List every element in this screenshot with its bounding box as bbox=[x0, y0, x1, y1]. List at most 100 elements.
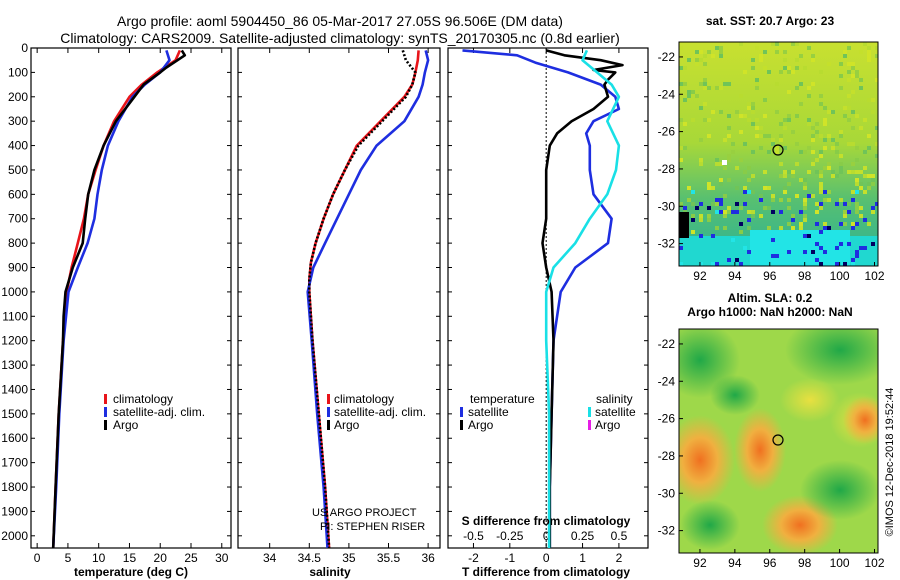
map-x-tick-label: 94 bbox=[728, 556, 742, 570]
depth-tick-label: 1900 bbox=[1, 504, 28, 518]
depth-tick-label: 1700 bbox=[1, 456, 28, 470]
map-x-tick-label: 98 bbox=[798, 556, 812, 570]
legend-label-argo: Argo bbox=[334, 418, 360, 432]
map-y-tick-label: -22 bbox=[658, 337, 676, 351]
x-tick-label: 34 bbox=[263, 551, 277, 565]
sst-map-title: sat. SST: 20.7 Argo: 23 bbox=[706, 14, 835, 28]
x-tick-label: 1 bbox=[579, 551, 586, 565]
legend-swatch-climatology bbox=[327, 394, 330, 404]
legend-swatch-t-satellite bbox=[460, 407, 463, 417]
s-difference-axis-label: S difference from climatology bbox=[462, 514, 631, 528]
map-y-tick-label: -30 bbox=[658, 199, 676, 213]
map-y-tick-label: -32 bbox=[658, 237, 676, 251]
depth-tick-label: 1200 bbox=[1, 334, 28, 348]
legend-swatch-climatology bbox=[104, 394, 107, 404]
legend-label-t-argo: Argo bbox=[468, 418, 494, 432]
map-y-tick-label: -28 bbox=[658, 162, 676, 176]
legend-swatch-argo bbox=[327, 420, 330, 430]
difference-legend-salinity: salinity satellite Argo bbox=[588, 392, 636, 432]
credit-project: US ARGO PROJECT bbox=[312, 507, 417, 519]
argo-location-marker bbox=[772, 144, 784, 156]
temperature-plot-frame bbox=[30, 47, 232, 549]
map-x-tick-label: 100 bbox=[830, 269, 850, 283]
x-tick-label: 20 bbox=[154, 551, 168, 565]
credit-pi: PI: STEPHEN RISER bbox=[320, 521, 425, 533]
temperature-x-axis: 0 5 10 15 20 25 30 bbox=[34, 48, 229, 565]
depth-tick-label: 300 bbox=[8, 114, 28, 128]
depth-tick-label: 2000 bbox=[1, 529, 28, 543]
temperature-legend: climatology satellite-adj. clim. Argo bbox=[104, 392, 205, 432]
map-x-tick-label: 98 bbox=[798, 269, 812, 283]
map-x-tick-label: 96 bbox=[763, 269, 777, 283]
x-tick-label: -1 bbox=[504, 551, 515, 565]
legend-label-argo: Argo bbox=[113, 418, 139, 432]
sla-map-title-line1: Altim. SLA: 0.2 bbox=[728, 291, 813, 305]
map-x-tick-label: 102 bbox=[864, 556, 884, 570]
x-tick-label: 10 bbox=[92, 551, 106, 565]
map-x-tick-label: 92 bbox=[693, 556, 707, 570]
x-tick-label: 2 bbox=[616, 551, 623, 565]
depth-tick-label: 1800 bbox=[1, 480, 28, 494]
figure-title-line2: Climatology: CARS2009. Satellite-adjuste… bbox=[60, 30, 620, 46]
legend-swatch-s-argo bbox=[588, 420, 591, 430]
legend-swatch-t-argo bbox=[460, 420, 463, 430]
difference-legend-temperature: temperature satellite Argo bbox=[460, 392, 535, 432]
depth-tick-label: 400 bbox=[8, 139, 28, 153]
x-tick-label: 36 bbox=[421, 551, 435, 565]
s-tick-label: 0.5 bbox=[611, 529, 628, 543]
legend-swatch-argo bbox=[104, 420, 107, 430]
profile-series bbox=[51, 49, 624, 549]
x-tick-label: -2 bbox=[468, 551, 479, 565]
legend-swatch-satellite bbox=[327, 407, 330, 417]
x-tick-label: 35 bbox=[342, 551, 356, 565]
map-y-tick-label: -24 bbox=[658, 374, 676, 388]
depth-tick-label: 1300 bbox=[1, 358, 28, 372]
t-difference-axis-label: T difference from climatology bbox=[462, 565, 630, 579]
map-x-tick-label: 92 bbox=[693, 269, 707, 283]
x-tick-label: 25 bbox=[184, 551, 198, 565]
depth-tick-label: 700 bbox=[8, 212, 28, 226]
x-tick-label: 0 bbox=[34, 551, 41, 565]
s-tick-label: -0.25 bbox=[496, 529, 524, 543]
map-y-tick-label: -32 bbox=[658, 524, 676, 538]
map-y-tick-label: -26 bbox=[658, 412, 676, 426]
series-argo bbox=[307, 50, 417, 549]
depth-tick-label: 1400 bbox=[1, 382, 28, 396]
x-tick-label: 35.5 bbox=[377, 551, 401, 565]
x-tick-label: 15 bbox=[123, 551, 137, 565]
series-argo bbox=[51, 49, 187, 549]
argo-location-marker-sla bbox=[772, 434, 784, 446]
sst-map-frame bbox=[678, 41, 879, 267]
map-y-tick-label: -28 bbox=[658, 449, 676, 463]
watermark: ©IMOS 12-Dec-2018 19:52:44 bbox=[884, 388, 896, 537]
sla-map-ticks: 92 94 96 98 100 102 -22 -24 -26 -28 -30 -32 bbox=[658, 337, 885, 570]
legend-label-climatology: climatology bbox=[113, 392, 173, 406]
legend-label-s-argo: Argo bbox=[595, 418, 621, 432]
x-tick-label: 30 bbox=[215, 551, 229, 565]
legend-label-satellite: satellite-adj. clim. bbox=[113, 405, 205, 419]
map-x-tick-label: 96 bbox=[763, 556, 777, 570]
depth-tick-label: 1600 bbox=[1, 431, 28, 445]
sla-map-frame bbox=[678, 328, 879, 554]
x-tick-label: 5 bbox=[65, 551, 72, 565]
legend-label-climatology: climatology bbox=[334, 392, 394, 406]
depth-tick-label: 0 bbox=[21, 41, 28, 55]
salinity-axis-label: salinity bbox=[309, 565, 351, 579]
sla-map bbox=[679, 329, 878, 553]
depth-tick-label: 500 bbox=[8, 163, 28, 177]
map-y-tick-label: -24 bbox=[658, 87, 676, 101]
legend-swatch-satellite bbox=[104, 407, 107, 417]
salinity-legend: climatology satellite-adj. clim. Argo bbox=[327, 392, 426, 432]
salinity-plot-frame bbox=[237, 47, 441, 549]
series-t-argo bbox=[541, 49, 624, 548]
legend-title-salinity: salinity bbox=[596, 392, 633, 406]
map-y-tick-label: -22 bbox=[658, 50, 676, 64]
legend-swatch-s-satellite bbox=[588, 407, 591, 417]
depth-tick-label: 900 bbox=[8, 261, 28, 275]
x-tick-label: 0 bbox=[543, 551, 550, 565]
depth-tick-label: 100 bbox=[8, 65, 28, 79]
depth-tick-label: 1500 bbox=[1, 407, 28, 421]
map-y-tick-label: -30 bbox=[658, 486, 676, 500]
sst-map-ticks: 92 94 96 98 100 102 -22 -24 -26 -28 -30 -32 bbox=[658, 50, 885, 283]
